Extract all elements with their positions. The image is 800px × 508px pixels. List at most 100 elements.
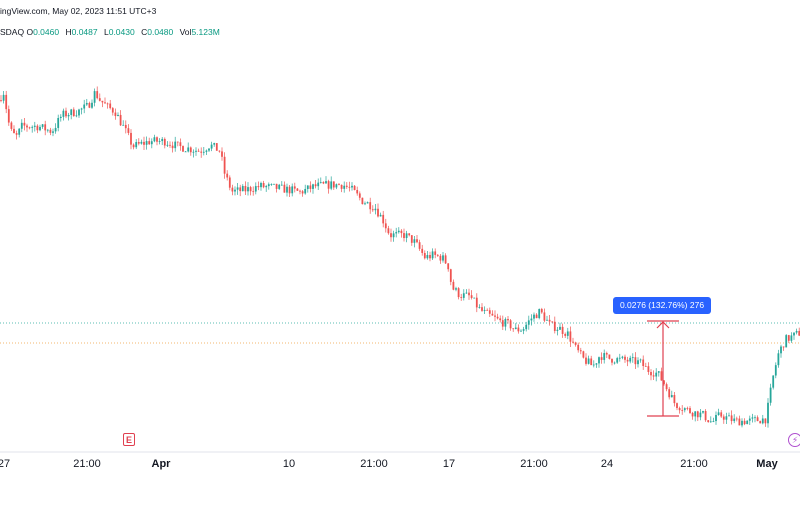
candle-body — [397, 230, 400, 233]
candle-body — [725, 416, 728, 420]
measure-label[interactable]: 0.0276 (132.76%) 276 — [613, 297, 711, 314]
candle-body — [613, 362, 616, 364]
candle-body — [111, 108, 114, 113]
candle-body — [670, 395, 673, 398]
candle-body — [616, 358, 619, 363]
candle-body — [494, 315, 496, 317]
candle-body — [356, 190, 359, 194]
candle-body — [247, 187, 249, 192]
candle-body — [189, 147, 192, 153]
candle-body — [10, 122, 13, 129]
candle-body — [254, 186, 257, 192]
candle-body — [660, 371, 663, 381]
candle-body — [387, 228, 390, 234]
candle-body — [483, 309, 486, 311]
candle-body — [663, 380, 665, 385]
candle-body — [166, 144, 169, 146]
candle-body — [595, 363, 598, 365]
candle-body — [158, 141, 161, 142]
candle-body — [226, 173, 229, 178]
candle-body — [2, 94, 5, 101]
candle-body — [442, 255, 444, 261]
candle-body — [759, 421, 762, 424]
candle-body — [624, 356, 626, 360]
candle-body — [673, 395, 676, 404]
candle-body — [20, 122, 23, 129]
high-key: H — [65, 27, 72, 37]
candle-body — [104, 102, 106, 104]
candle-body — [127, 128, 130, 133]
candle-body — [785, 335, 788, 348]
candle-body — [265, 186, 268, 188]
candle-body — [598, 357, 600, 364]
candle-body — [504, 318, 507, 327]
candle-body — [215, 143, 218, 151]
candle-body — [244, 185, 247, 192]
candle-body — [140, 141, 143, 144]
candle-body — [548, 319, 551, 322]
candle-body — [728, 415, 730, 417]
candle-body — [161, 138, 164, 142]
candle-body — [228, 177, 231, 188]
candle-body — [18, 128, 21, 135]
candle-body — [447, 263, 450, 270]
candle-body — [340, 184, 343, 189]
candle-body — [564, 333, 567, 336]
x-tick-17: 17 — [442, 458, 456, 470]
candle-body — [145, 141, 148, 145]
candle-body — [457, 288, 460, 298]
candle-body — [605, 353, 608, 355]
candle-body — [106, 103, 109, 105]
candle-body — [195, 150, 197, 152]
candle-body — [101, 100, 104, 103]
candle-body — [756, 417, 759, 422]
candle-body — [176, 141, 179, 143]
candle-body — [416, 239, 418, 243]
candle-body — [665, 384, 668, 390]
candle-body — [462, 293, 465, 298]
measure-tool[interactable] — [647, 320, 679, 417]
candle-body — [135, 142, 138, 148]
candle-body — [517, 327, 520, 332]
candle-body — [0, 100, 2, 101]
candle-body — [221, 151, 223, 157]
x-tick-24: 24 — [600, 458, 614, 470]
candle-body — [717, 412, 720, 415]
candle-body — [696, 411, 699, 418]
candle-body — [88, 102, 91, 108]
candle-body — [361, 197, 364, 205]
candle-body — [436, 254, 439, 256]
candle-body — [709, 421, 712, 423]
candle-body — [366, 202, 369, 204]
candle-body — [782, 346, 785, 348]
candle-body — [241, 185, 244, 192]
chart-header-source: ingView.com, May 02, 2023 11:51 UTC+3 — [0, 6, 157, 16]
candle-body — [59, 116, 62, 119]
candle-body — [202, 151, 205, 153]
candle-body — [280, 184, 283, 186]
candle-body — [306, 185, 309, 190]
candle-body — [652, 375, 655, 377]
candle-body — [543, 312, 546, 321]
candle-body — [603, 353, 606, 360]
candle-body — [486, 309, 489, 311]
candle-body — [26, 125, 28, 128]
candle-body — [23, 122, 26, 126]
candle-body — [364, 203, 366, 205]
candles-layer — [0, 86, 800, 428]
candle-body — [590, 358, 593, 366]
candle-body — [132, 144, 135, 148]
candle-body — [761, 418, 764, 424]
candle-body — [75, 115, 78, 117]
candle-body — [561, 326, 564, 334]
candle-body — [312, 184, 314, 189]
earnings-event-badge[interactable]: E — [123, 433, 135, 446]
candle-body — [582, 351, 585, 358]
lightning-icon[interactable]: ⚡ — [788, 433, 800, 447]
candle-body — [452, 281, 455, 290]
x-tick-2100-a: 21:00 — [73, 458, 101, 470]
candle-body — [338, 184, 340, 186]
candle-body — [514, 327, 517, 329]
